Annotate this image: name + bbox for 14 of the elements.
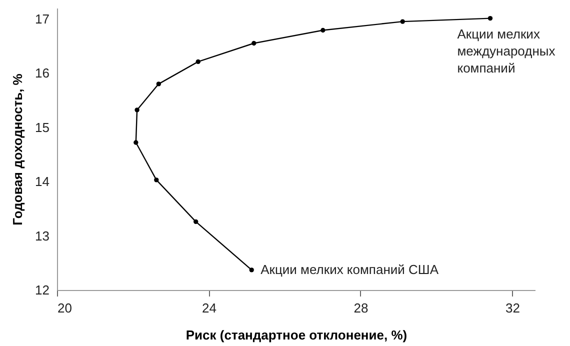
y-tick-label: 15 [35,120,50,135]
x-tick-label: 24 [202,300,216,316]
y-tick-label: 16 [35,66,50,81]
y-tick-label: 12 [35,282,50,298]
x-tick-label: 28 [354,300,368,316]
x-tick-label: 20 [58,300,72,316]
y-tick-label: 14 [35,174,50,190]
annotation: Акции мелких компаний США [260,262,439,277]
x-tick-label: 32 [506,300,520,316]
y-axis-title: Годовая доходность, % [10,73,26,226]
x-axis-title: Риск (стандартное отклонение, %) [186,328,408,342]
annotation: Акции мелких международных компаний [457,26,556,76]
y-tick-label: 13 [35,228,50,244]
y-tick-label: 17 [35,11,50,26]
